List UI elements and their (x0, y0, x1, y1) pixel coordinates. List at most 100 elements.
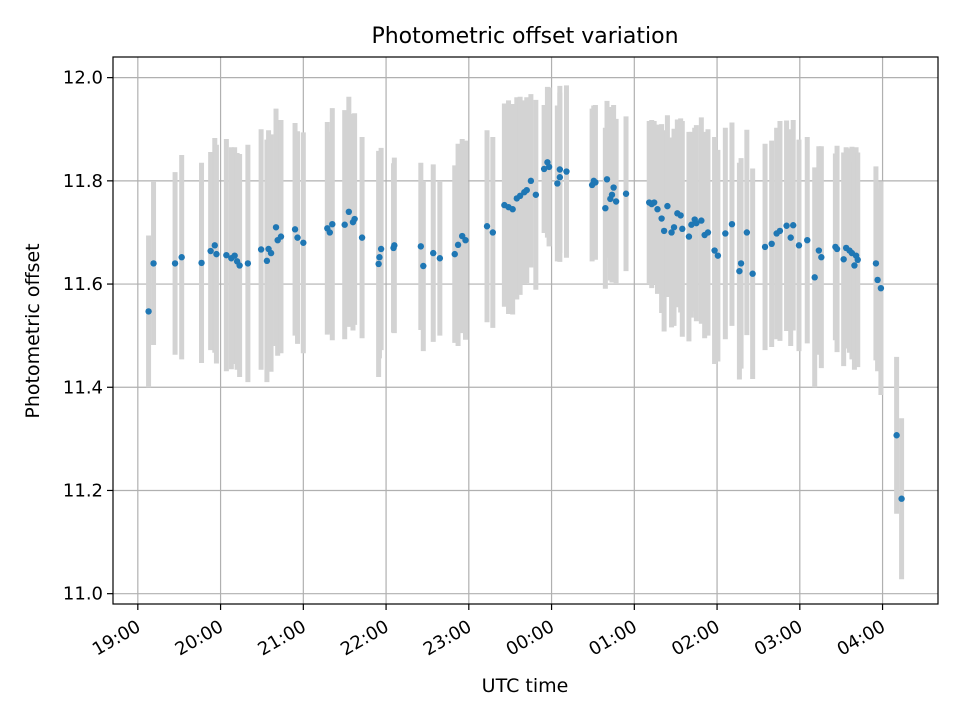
data-point (420, 262, 427, 270)
data-point (877, 284, 885, 292)
data-point (277, 233, 285, 240)
data-point (768, 240, 775, 248)
data-point (893, 432, 900, 439)
data-point (612, 198, 620, 205)
data-points (145, 159, 905, 502)
data-point (854, 256, 861, 264)
data-point (244, 260, 252, 267)
data-point (688, 221, 695, 228)
data-point (704, 229, 712, 236)
data-point (787, 234, 794, 241)
data-point (300, 239, 307, 246)
data-point (516, 192, 524, 200)
data-point (874, 276, 881, 284)
data-point (351, 215, 358, 223)
data-point (602, 204, 609, 212)
data-point (430, 249, 437, 257)
x-axis-label: UTC time (482, 675, 569, 697)
data-point (291, 226, 299, 233)
data-point (728, 220, 736, 228)
data-point (833, 245, 841, 253)
data-point (851, 262, 858, 269)
data-point (737, 260, 745, 267)
data-point (711, 247, 718, 254)
y-axis-ticks: 11.0 11.2 11.4 11.6 11.8 12.0 (63, 68, 113, 605)
y-tick-label: 11.0 (63, 584, 103, 605)
data-point (145, 308, 152, 315)
data-point (263, 257, 271, 265)
data-point (670, 224, 678, 231)
data-point (654, 206, 661, 213)
y-tick-label: 11.4 (63, 377, 103, 398)
y-axis-label: Photometric offset (22, 243, 44, 418)
data-point (267, 249, 275, 257)
data-point (545, 163, 553, 171)
data-point (815, 247, 823, 254)
data-point (489, 229, 497, 236)
data-point (341, 221, 348, 228)
data-point (698, 217, 705, 224)
data-point (693, 219, 700, 227)
data-point (376, 254, 383, 261)
data-point (804, 236, 811, 244)
data-point (523, 186, 530, 194)
data-point (198, 259, 205, 267)
data-point (714, 252, 722, 259)
data-point (257, 246, 265, 253)
data-point (783, 222, 790, 229)
plot-frame (112, 56, 939, 605)
data-point (345, 208, 353, 216)
data-point (527, 177, 535, 185)
data-point (592, 179, 599, 186)
data-point (789, 222, 797, 229)
chart-title: Photometric offset variation (371, 24, 678, 49)
data-point (840, 256, 847, 263)
data-point (898, 495, 905, 502)
y-tick-label: 11.2 (63, 480, 103, 501)
data-point (722, 230, 729, 237)
data-point (603, 176, 611, 183)
data-point (436, 255, 444, 262)
data-point (329, 220, 336, 228)
data-point (236, 262, 243, 269)
data-point (532, 191, 540, 198)
data-point (231, 252, 238, 259)
data-point (211, 242, 218, 249)
data-point (811, 274, 818, 281)
data-point (818, 254, 825, 261)
data-point (377, 245, 385, 253)
data-point (294, 234, 301, 241)
y-tick-label: 11.6 (63, 274, 103, 295)
data-point (272, 224, 280, 231)
data-point (375, 260, 382, 268)
data-point (540, 165, 548, 173)
data-point (736, 267, 743, 275)
data-point (223, 251, 230, 259)
data-point (391, 242, 398, 249)
data-point (650, 199, 658, 206)
y-tick-label: 11.8 (63, 171, 103, 192)
data-point (685, 233, 693, 240)
data-point (608, 191, 616, 198)
data-point (622, 190, 630, 197)
data-point (563, 168, 570, 175)
data-point (451, 250, 458, 258)
data-point (556, 166, 564, 173)
data-point (664, 202, 671, 210)
data-point (749, 270, 756, 277)
data-point (483, 223, 491, 230)
data-point (660, 227, 668, 235)
data-point (743, 229, 751, 236)
data-point (872, 260, 880, 267)
data-point (178, 254, 185, 261)
data-point (150, 260, 157, 267)
data-point (171, 260, 179, 267)
data-point (658, 215, 665, 222)
data-point (610, 184, 617, 191)
data-point (795, 242, 803, 249)
data-point (761, 243, 769, 251)
data-point (677, 212, 684, 219)
data-point (454, 241, 462, 249)
data-point (358, 234, 366, 241)
